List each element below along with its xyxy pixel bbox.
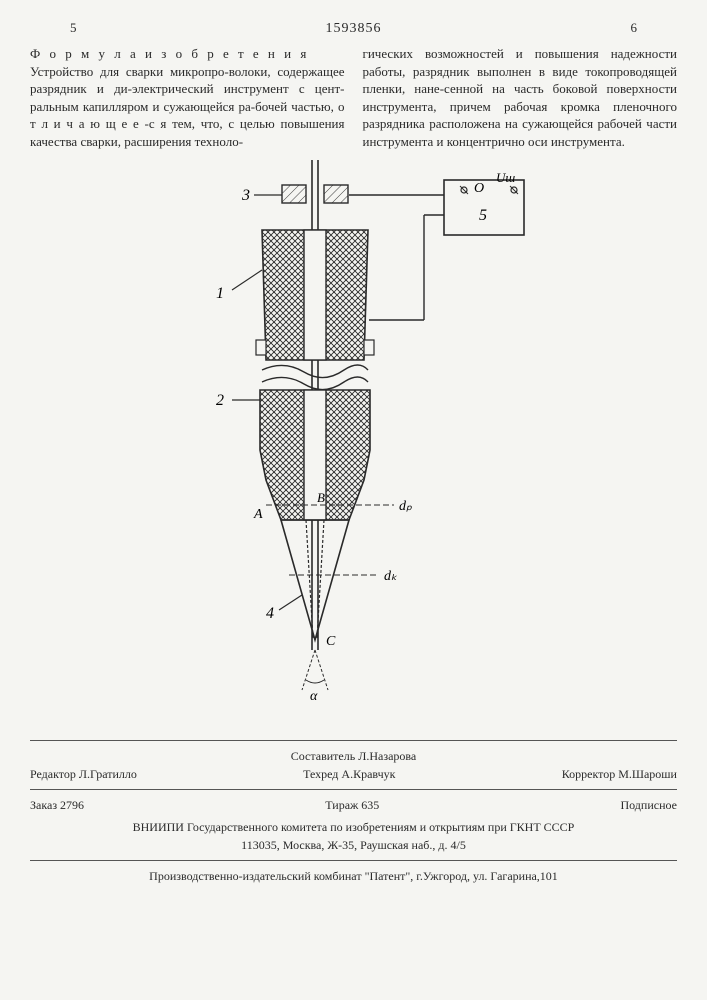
footer: Составитель Л.Назарова Редактор Л.Гратил… xyxy=(30,740,677,885)
claim-left-text: Устройство для сварки микропро-волоки, с… xyxy=(30,63,345,151)
footer-tirazh: Тираж 635 xyxy=(325,796,379,814)
column-right: гических возможностей и повышения надежн… xyxy=(363,45,678,150)
footer-zakaz: Заказ 2796 xyxy=(30,796,84,814)
patent-number: 1593856 xyxy=(326,21,382,37)
page-num-right: 6 xyxy=(631,20,638,36)
label-A: A xyxy=(253,507,263,522)
claim-right-text: гических возможностей и повышения надежн… xyxy=(363,45,678,150)
footer-tehred: Техред А.Кравчук xyxy=(303,765,395,783)
footer-vniipi: ВНИИПИ Государственного комитета по изоб… xyxy=(30,818,677,836)
device-diagram: О Uш 5 3 1 2 dₚ A B dₖ 4 C α xyxy=(154,160,554,720)
label-1: 1 xyxy=(216,285,224,302)
label-C: C xyxy=(326,634,336,649)
label-U: Uш xyxy=(496,170,515,185)
label-2: 2 xyxy=(216,392,224,409)
footer-editor: Редактор Л.Гратилло xyxy=(30,765,137,783)
footer-address: 113035, Москва, Ж-35, Раушская наб., д. … xyxy=(30,836,677,854)
label-alpha: α xyxy=(310,689,318,704)
footer-sostav: Составитель Л.Назарова xyxy=(30,747,677,765)
page-header: 5 1593856 6 xyxy=(30,20,677,37)
footer-corrector: Корректор М.Шароши xyxy=(562,765,677,783)
label-dp: dₚ xyxy=(399,499,412,514)
claim-text: Ф о р м у л а и з о б р е т е н и я Устр… xyxy=(30,45,677,150)
electrode-right xyxy=(324,185,348,203)
electrode-left xyxy=(282,185,306,203)
label-dk: dₖ xyxy=(384,569,398,584)
label-5: 5 xyxy=(479,207,487,224)
label-4: 4 xyxy=(266,605,274,622)
column-left: Ф о р м у л а и з о б р е т е н и я Устр… xyxy=(30,45,345,150)
formula-title: Ф о р м у л а и з о б р е т е н и я xyxy=(30,45,345,63)
footer-podpis: Подписное xyxy=(620,796,677,814)
cone xyxy=(281,520,349,640)
label-O: О xyxy=(474,181,484,196)
label-B: B xyxy=(317,490,325,505)
diagram: О Uш 5 3 1 2 dₚ A B dₖ 4 C α xyxy=(30,160,677,720)
label-3: 3 xyxy=(241,187,250,204)
footer-combine: Производственно-издательский комбинат "П… xyxy=(30,867,677,885)
page-num-left: 5 xyxy=(70,20,77,36)
